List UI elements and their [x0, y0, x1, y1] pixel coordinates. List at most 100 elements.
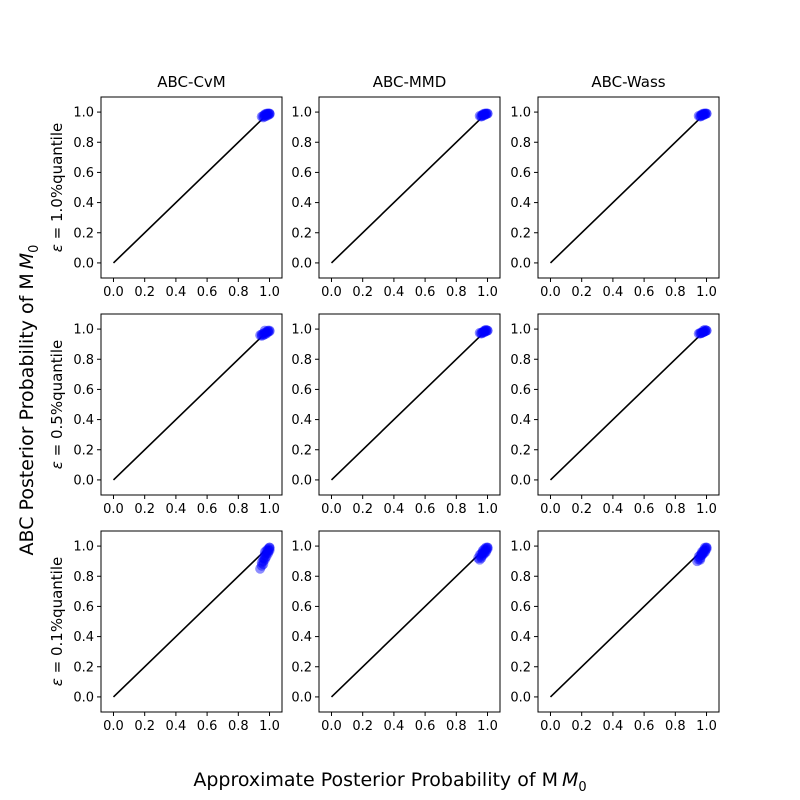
y-tick-label: 0.4 — [510, 196, 531, 211]
x-tick-label: 0.0 — [321, 502, 342, 517]
data-point — [477, 327, 488, 338]
reference-line — [549, 545, 708, 698]
data-point — [699, 545, 710, 556]
x-tick-label: 0.8 — [446, 285, 467, 300]
reference-line — [112, 328, 271, 481]
data-point — [264, 544, 275, 555]
data-point — [474, 550, 485, 561]
y-tick-label: 0.0 — [510, 256, 531, 271]
x-tick-label: 0.6 — [197, 285, 218, 300]
data-point — [259, 554, 270, 565]
data-point — [264, 545, 275, 556]
data-point — [258, 328, 269, 339]
data-point — [698, 109, 709, 120]
scatter-panel: 0.0 0.2 0.4 0.6 0.8 1.0 0.0 0.2 0.4 0.6 0.8 1.0 — [510, 313, 720, 517]
data-point — [695, 554, 706, 565]
x-tick-label: 1.0 — [477, 502, 498, 517]
data-point — [479, 547, 490, 558]
y-tick-label: 0.2 — [73, 226, 94, 241]
data-point — [261, 110, 272, 121]
y-tick-label: 0.6 — [291, 166, 312, 181]
y-tick-label: 0.4 — [291, 630, 312, 645]
panel-grid: ABC-CvM ABC-MMD ABC-Wass ε = 1.0%quantile ε … — [48, 73, 720, 734]
data-point — [698, 327, 709, 338]
x-axis-label: Approximate Posterior Probability of M M0 — [193, 769, 586, 795]
x-tick-label: 0.4 — [603, 719, 624, 734]
axes-frame — [100, 96, 283, 279]
data-point — [699, 326, 710, 337]
data-point — [695, 110, 706, 121]
data-point — [696, 550, 707, 561]
y-tick-label: 0.4 — [291, 196, 312, 211]
y-tick-label: 0.2 — [510, 226, 531, 241]
data-point — [698, 547, 709, 558]
x-tick-label: 0.8 — [665, 502, 686, 517]
x-tick-label: 0.2 — [571, 719, 592, 734]
y-tick-label: 0.8 — [73, 570, 94, 585]
data-point — [259, 329, 270, 340]
x-tick-label: 0.4 — [166, 285, 187, 300]
y-tick-label: 0.2 — [510, 660, 531, 675]
x-tick-label: 0.2 — [134, 502, 155, 517]
axes-frame — [100, 313, 283, 496]
data-point — [699, 326, 710, 337]
axes-frame — [537, 530, 720, 713]
x-tick-label: 1.0 — [259, 502, 280, 517]
y-tick-label: 0.8 — [510, 136, 531, 151]
y-tick-label: 0.4 — [73, 413, 94, 428]
y-tick-label: 0.8 — [291, 353, 312, 368]
x-tick-label: 0.6 — [415, 719, 436, 734]
data-point — [695, 327, 706, 338]
data-point — [256, 560, 267, 571]
y-axis-label: ABC Posterior Probability of MM0 — [16, 245, 42, 556]
data-point — [699, 544, 710, 555]
data-point — [693, 328, 704, 339]
data-point — [698, 110, 709, 121]
y-tick-label: 0.0 — [291, 690, 312, 705]
x-tick-label: 0.6 — [415, 502, 436, 517]
data-point — [696, 327, 707, 338]
data-point — [262, 110, 273, 121]
data-point — [264, 108, 275, 119]
data-point — [256, 330, 267, 341]
data-point — [262, 547, 273, 558]
x-tick-label: 1.0 — [696, 285, 717, 300]
data-point — [479, 110, 490, 121]
y-tick-label: 0.2 — [291, 226, 312, 241]
x-tick-label: 0.6 — [634, 502, 655, 517]
data-point — [476, 553, 487, 564]
data-point — [477, 110, 488, 121]
data-point — [261, 327, 272, 338]
data-point — [262, 326, 273, 337]
scatter-panel: 0.0 0.2 0.4 0.6 0.8 1.0 0.0 0.2 0.4 0.6 0.8 1.0 — [73, 530, 283, 734]
data-point — [477, 110, 488, 121]
x-tick-label: 0.4 — [603, 285, 624, 300]
x-tick-label: 1.0 — [696, 502, 717, 517]
reference-line — [549, 111, 708, 264]
data-point — [261, 551, 272, 562]
data-point — [258, 553, 269, 564]
data-point — [696, 110, 707, 121]
data-point — [259, 109, 270, 120]
data-point — [477, 547, 488, 558]
y-tick-label: 1.0 — [510, 106, 531, 121]
x-tick-label: 0.8 — [665, 719, 686, 734]
x-tick-label: 0.0 — [103, 502, 124, 517]
x-tick-label: 1.0 — [259, 719, 280, 734]
y-tick-label: 1.0 — [291, 106, 312, 121]
data-point — [696, 110, 707, 121]
data-point — [261, 109, 272, 120]
y-tick-label: 0.8 — [291, 570, 312, 585]
data-point — [264, 542, 275, 553]
data-point — [698, 545, 709, 556]
data-point — [261, 545, 272, 556]
reference-line — [330, 328, 489, 481]
y-tick-label: 0.6 — [510, 383, 531, 398]
data-point — [696, 109, 707, 120]
y-tick-label: 0.0 — [73, 256, 94, 271]
data-point — [480, 545, 491, 556]
y-tick-label: 0.2 — [291, 660, 312, 675]
data-point — [477, 109, 488, 120]
reference-line — [330, 545, 489, 698]
x-tick-label: 0.6 — [634, 719, 655, 734]
